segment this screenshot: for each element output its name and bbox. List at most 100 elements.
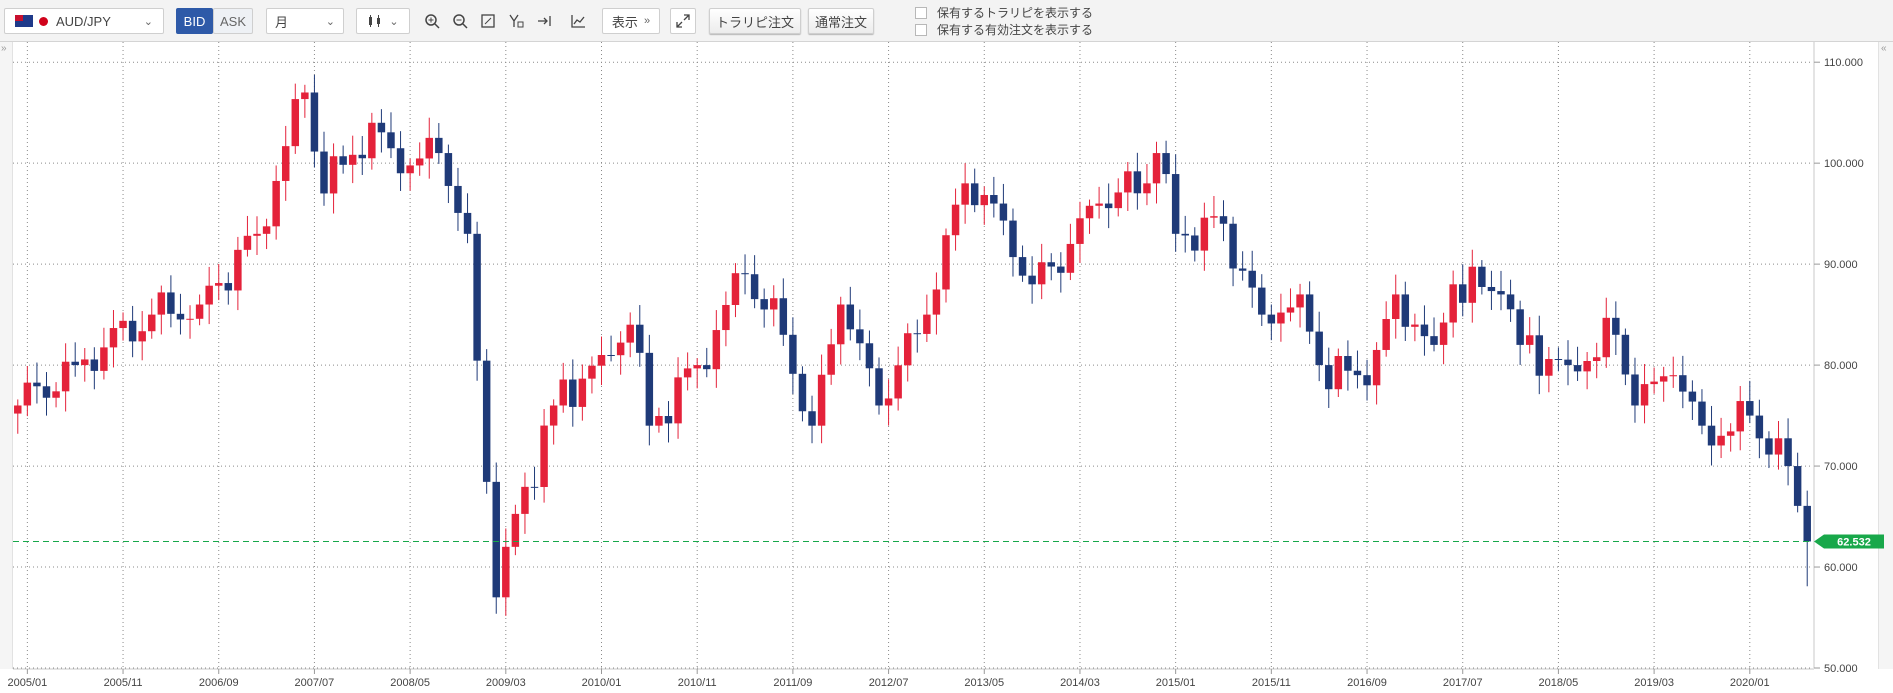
- candle-down: [387, 132, 395, 149]
- candle-up: [1152, 153, 1161, 184]
- candle-up: [1085, 205, 1094, 219]
- candle-up: [1277, 312, 1285, 324]
- candle-down: [875, 368, 883, 406]
- chart-type-selector[interactable]: ⌄: [356, 8, 410, 34]
- candle-up: [281, 146, 290, 181]
- zoom-out-icon: [453, 14, 468, 29]
- display-menu[interactable]: 表示 »: [602, 8, 660, 34]
- candle-down: [1506, 294, 1515, 310]
- candle-down: [1784, 438, 1792, 467]
- zoom-in-icon: [425, 14, 440, 29]
- candle-up: [1143, 183, 1151, 194]
- candle-up: [1296, 294, 1304, 308]
- indicator-button[interactable]: [566, 9, 590, 33]
- candle-down: [913, 333, 922, 335]
- time-axis: 2005/01 2005/11 2006/09 2007/07 2008/05 2009/…: [7, 669, 1770, 689]
- crosshair-button[interactable]: [504, 9, 528, 33]
- price-axis: 50.000 60.000 70.000 80.000 90.000 100.000 110…: [1814, 57, 1864, 675]
- last-price-label: 62.532: [1837, 536, 1871, 548]
- double-chevron-icon[interactable]: «: [1881, 43, 1887, 54]
- fit-icon: [481, 14, 495, 28]
- candle-up: [205, 285, 213, 305]
- candle-up: [597, 355, 606, 366]
- double-chevron-icon[interactable]: »: [1, 43, 7, 54]
- expand-button[interactable]: [670, 8, 696, 34]
- show-trap-option[interactable]: 保有するトラリピを表示する: [915, 4, 1093, 21]
- time-tick-label: 2018/05: [1539, 677, 1579, 689]
- candle-up: [559, 379, 567, 406]
- price-tick-label: 80.000: [1824, 360, 1858, 372]
- flag-au-icon: [15, 15, 33, 27]
- candle-down: [1104, 203, 1113, 209]
- show-trap-checkbox[interactable]: [915, 6, 927, 19]
- candle-up: [511, 513, 520, 547]
- candle-down: [970, 183, 979, 206]
- candle-down: [1535, 335, 1544, 376]
- candle-down: [444, 153, 453, 186]
- candle-up: [14, 405, 22, 414]
- candle-down: [1621, 334, 1630, 375]
- trail-order-button[interactable]: トラリピ注文: [709, 8, 801, 34]
- time-tick-label: 2007/07: [295, 677, 335, 689]
- candle-up: [1076, 218, 1084, 244]
- candle-down: [664, 416, 673, 424]
- candle-down: [1573, 365, 1582, 372]
- left-scroll-strip[interactable]: [0, 42, 13, 669]
- ask-button[interactable]: ASK: [213, 8, 253, 34]
- candle-up: [1736, 401, 1744, 432]
- candle-up: [674, 377, 682, 424]
- jump-latest-button[interactable]: [532, 9, 556, 33]
- show-orders-checkbox[interactable]: [915, 23, 927, 36]
- candle-up: [932, 289, 941, 315]
- candle-up: [1640, 384, 1649, 406]
- display-options: 保有するトラリピを表示する 保有する有効注文を表示する: [915, 4, 1093, 38]
- candle-up: [1200, 217, 1209, 251]
- candle-down: [1688, 391, 1697, 402]
- candle-up: [368, 122, 376, 159]
- candle-down: [90, 359, 99, 371]
- right-scroll-strip[interactable]: [1878, 42, 1893, 669]
- candle-down: [636, 324, 644, 353]
- candle-down: [1219, 216, 1228, 224]
- time-tick-label: 2015/01: [1156, 677, 1196, 689]
- candle-up: [425, 137, 433, 159]
- candle-up: [272, 180, 280, 227]
- normal-order-button[interactable]: 通常注文: [808, 8, 874, 34]
- candle-down: [1238, 268, 1247, 271]
- candle-up: [348, 154, 357, 165]
- candle-down: [358, 154, 367, 159]
- candle-up: [23, 382, 32, 406]
- candle-up: [578, 378, 587, 407]
- time-tick-label: 2005/11: [104, 677, 143, 689]
- zoom-in-button[interactable]: [420, 9, 444, 33]
- symbol-label: AUD/JPY: [56, 13, 111, 29]
- candle-down: [990, 195, 998, 204]
- show-orders-label: 保有する有効注文を表示する: [937, 23, 1094, 37]
- candle-down: [1631, 374, 1639, 406]
- candle-down: [1497, 291, 1505, 295]
- candle-up: [186, 318, 194, 320]
- price-tick-label: 50.000: [1824, 663, 1858, 675]
- candle-up: [234, 249, 242, 291]
- period-selector[interactable]: 月 ⌄: [266, 8, 344, 34]
- candle-down: [1564, 359, 1572, 366]
- candle-down: [1009, 220, 1017, 258]
- candle-up: [1334, 356, 1343, 390]
- candle-down: [530, 486, 539, 488]
- candle-down: [1248, 270, 1256, 288]
- bid-button[interactable]: BID: [176, 8, 213, 34]
- candle-down: [1612, 317, 1620, 335]
- show-orders-option[interactable]: 保有する有効注文を表示する: [915, 21, 1093, 38]
- candle-up: [655, 416, 663, 426]
- candle-down: [1793, 466, 1802, 506]
- candle-down: [1325, 365, 1333, 390]
- symbol-selector[interactable]: AUD/JPY ⌄: [4, 8, 164, 34]
- candle-down: [1707, 425, 1716, 446]
- candle-down: [1458, 284, 1467, 303]
- candle-down: [779, 298, 788, 335]
- candle-up: [616, 342, 625, 356]
- zoom-out-button[interactable]: [448, 9, 472, 33]
- candle-down: [1430, 336, 1438, 345]
- fit-button[interactable]: [476, 9, 500, 33]
